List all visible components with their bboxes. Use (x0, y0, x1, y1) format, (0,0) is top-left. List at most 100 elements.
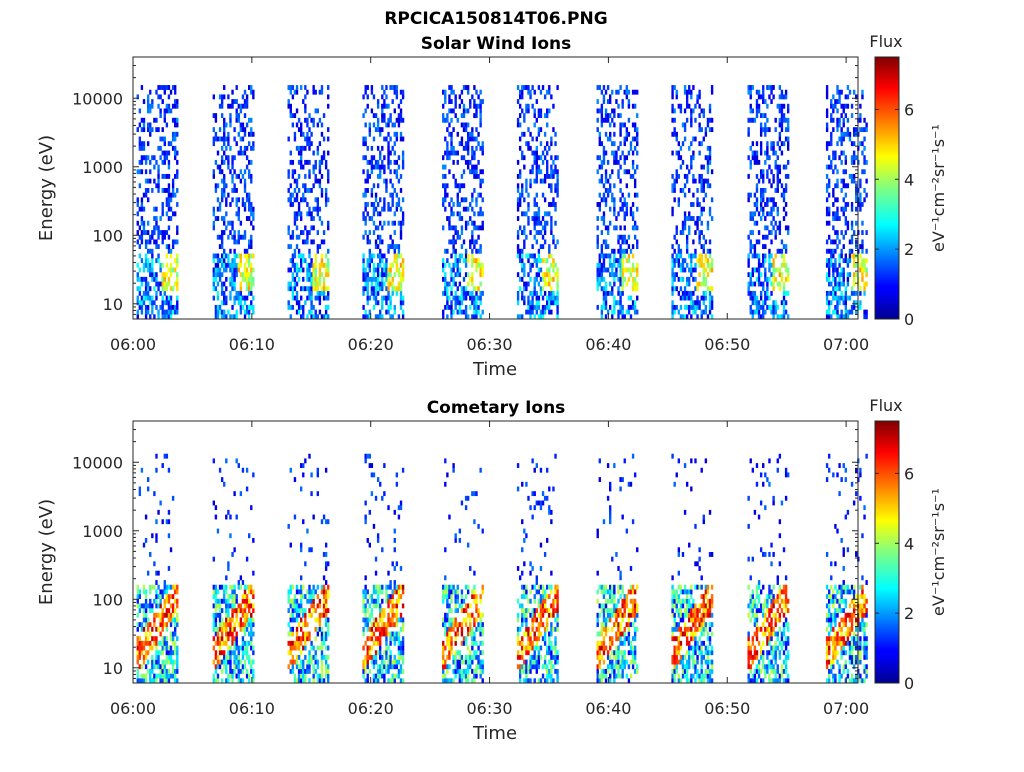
heatmap-cell (325, 272, 327, 277)
heatmap-cell (772, 268, 774, 273)
heatmap-cell (174, 618, 176, 623)
heatmap-cell (288, 608, 290, 613)
heatmap-cell (304, 641, 306, 646)
heatmap-cell (143, 99, 145, 104)
heatmap-cell (444, 286, 446, 291)
heatmap-cell (143, 678, 145, 683)
heatmap-cell (785, 137, 787, 142)
heatmap-cell (619, 291, 621, 296)
heatmap-cell (294, 618, 296, 623)
heatmap-cell (153, 300, 155, 305)
heatmap-cell (302, 183, 304, 188)
heatmap-cell (248, 589, 250, 594)
heatmap-cell (450, 99, 452, 104)
heatmap-cell (840, 314, 842, 319)
heatmap-cell (517, 272, 519, 277)
heatmap-cell (772, 225, 774, 230)
heatmap-cell (398, 165, 400, 170)
heatmap-cell (244, 249, 246, 254)
heatmap-cell (292, 202, 294, 207)
heatmap-cell (250, 127, 252, 132)
heatmap-cell (678, 155, 680, 160)
heatmap-cell (865, 249, 867, 254)
heatmap-cell (379, 282, 381, 287)
heatmap-cell (294, 515, 296, 520)
heatmap-cell (240, 282, 242, 287)
heatmap-cell (777, 165, 779, 170)
heatmap-cell (834, 291, 836, 296)
heatmap-cell (174, 678, 176, 683)
heatmap-cell (698, 216, 700, 221)
heatmap-cell (176, 678, 178, 683)
heatmap-cell (785, 277, 787, 282)
heatmap-cell (475, 268, 477, 273)
heatmap-cell (304, 108, 306, 113)
heatmap-cell (367, 188, 369, 193)
heatmap-cell (686, 314, 688, 319)
heatmap-cell (300, 594, 302, 599)
heatmap-cell (473, 296, 475, 301)
heatmap-cell (682, 141, 684, 146)
heatmap-cell (141, 169, 143, 174)
heatmap-cell (321, 613, 323, 618)
heatmap-cell (534, 235, 536, 240)
heatmap-cell (461, 183, 463, 188)
heatmap-cell (673, 183, 675, 188)
heatmap-cell (240, 627, 242, 632)
heatmap-cell (164, 108, 166, 113)
heatmap-cell (300, 165, 302, 170)
heatmap-cell (252, 646, 254, 651)
heatmap-cell (319, 599, 321, 604)
heatmap-cell (855, 193, 857, 198)
heatmap-cell (229, 249, 231, 254)
heatmap-cell (536, 160, 538, 165)
heatmap-cell (325, 543, 327, 548)
heatmap-cell (364, 272, 366, 277)
heatmap-cell (787, 225, 789, 230)
heatmap-cell (750, 216, 752, 221)
heatmap-cell (479, 296, 481, 301)
heatmap-cell (452, 108, 454, 113)
heatmap-cell (315, 627, 317, 632)
heatmap-cell (166, 599, 168, 604)
heatmap-cell (634, 146, 636, 151)
heatmap-cell (521, 151, 523, 156)
heatmap-cell (155, 636, 157, 641)
heatmap-cell (139, 146, 141, 151)
heatmap-cell (531, 165, 533, 170)
heatmap-cell (400, 235, 402, 240)
heatmap-cell (238, 174, 240, 179)
heatmap-cell (770, 99, 772, 104)
heatmap-cell (325, 305, 327, 310)
heatmap-cell (364, 589, 366, 594)
heatmap-cell (327, 104, 329, 109)
heatmap-cell (521, 155, 523, 160)
heatmap-cell (452, 174, 454, 179)
heatmap-cell (319, 183, 321, 188)
heatmap-cell (304, 225, 306, 230)
heatmap-cell (671, 272, 673, 277)
heatmap-cell (381, 225, 383, 230)
heatmap-cell (461, 230, 463, 235)
heatmap-cell (605, 169, 607, 174)
heatmap-cell (153, 636, 155, 641)
heatmap-cell (292, 113, 294, 118)
heatmap-cell (849, 254, 851, 259)
heatmap-cell (768, 268, 770, 273)
heatmap-cell (306, 90, 308, 95)
heatmap-cell (457, 183, 459, 188)
heatmap-cell (308, 188, 310, 193)
heatmap-cell (231, 188, 233, 193)
heatmap-cell (375, 207, 377, 212)
heatmap-cell (444, 137, 446, 142)
heatmap-cell (164, 641, 166, 646)
heatmap-cell (306, 636, 308, 641)
heatmap-cell (692, 151, 694, 156)
heatmap-cell (601, 277, 603, 282)
heatmap-cell (465, 310, 467, 315)
heatmap-cell (527, 90, 529, 95)
heatmap-cell (832, 202, 834, 207)
heatmap-cell (671, 104, 673, 109)
heatmap-cell (298, 146, 300, 151)
heatmap-cell (143, 543, 145, 548)
